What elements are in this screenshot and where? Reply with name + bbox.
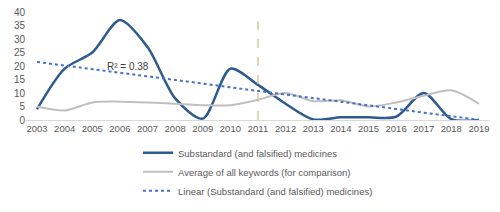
svg-text:2003: 2003 (26, 123, 47, 134)
svg-text:25: 25 (14, 47, 26, 58)
svg-text:2016: 2016 (386, 123, 407, 134)
svg-text:2008: 2008 (165, 123, 186, 134)
svg-text:2013: 2013 (303, 123, 324, 134)
svg-text:30: 30 (14, 34, 26, 45)
svg-text:20: 20 (14, 61, 26, 72)
svg-text:Substandard (and falsified) me: Substandard (and falsified) medicines (178, 148, 337, 159)
svg-text:2010: 2010 (220, 123, 241, 134)
svg-text:2014: 2014 (330, 123, 351, 134)
svg-text:2017: 2017 (413, 123, 434, 134)
svg-text:2007: 2007 (137, 123, 158, 134)
svg-text:0: 0 (19, 115, 25, 126)
svg-text:10: 10 (14, 88, 26, 99)
svg-text:2009: 2009 (192, 123, 213, 134)
svg-text:2019: 2019 (468, 123, 489, 134)
svg-text:2006: 2006 (109, 123, 130, 134)
svg-text:5: 5 (19, 101, 25, 112)
svg-text:2018: 2018 (441, 123, 462, 134)
svg-text:35: 35 (14, 20, 26, 31)
svg-text:Linear (Substandard (and falsi: Linear (Substandard (and falsified) medi… (178, 186, 372, 197)
svg-text:2011: 2011 (248, 123, 268, 134)
svg-text:Average of all keywords (for c: Average of all keywords (for comparison) (178, 167, 350, 178)
svg-text:40: 40 (14, 7, 26, 18)
svg-text:2015: 2015 (358, 123, 379, 134)
svg-text:2012: 2012 (275, 123, 296, 134)
svg-text:R² = 0.38: R² = 0.38 (107, 61, 149, 72)
svg-text:15: 15 (14, 74, 26, 85)
svg-text:2005: 2005 (82, 123, 103, 134)
svg-text:2004: 2004 (54, 123, 75, 134)
